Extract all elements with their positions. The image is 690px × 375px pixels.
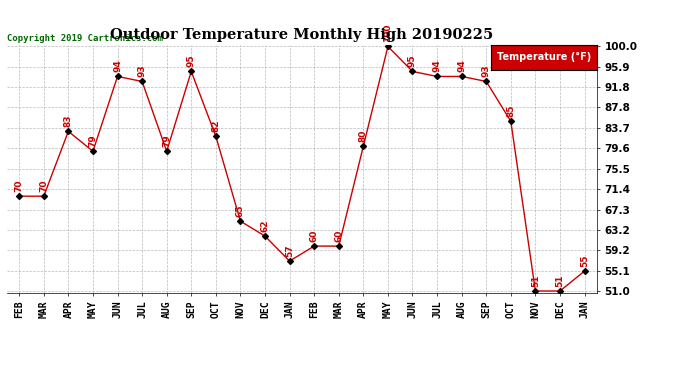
Text: 93: 93 (137, 64, 146, 77)
Text: 94: 94 (457, 60, 466, 72)
Text: 79: 79 (88, 134, 97, 147)
Text: 83: 83 (64, 115, 73, 127)
Text: 85: 85 (506, 105, 515, 117)
Text: Copyright 2019 Cartronics.com: Copyright 2019 Cartronics.com (7, 33, 163, 42)
Text: 93: 93 (482, 64, 491, 77)
Text: 62: 62 (261, 219, 270, 232)
Text: 51: 51 (531, 274, 540, 287)
Text: 70: 70 (14, 180, 23, 192)
Title: Outdoor Temperature Monthly High 20190225: Outdoor Temperature Monthly High 2019022… (110, 28, 493, 42)
Text: 51: 51 (555, 274, 564, 287)
Text: 95: 95 (408, 55, 417, 67)
Text: 82: 82 (211, 120, 220, 132)
Text: 94: 94 (113, 60, 122, 72)
Text: 80: 80 (359, 130, 368, 142)
Text: 95: 95 (187, 55, 196, 67)
Text: 60: 60 (310, 230, 319, 242)
Text: 100: 100 (384, 24, 393, 42)
Text: 65: 65 (236, 204, 245, 217)
Text: 94: 94 (433, 60, 442, 72)
Text: 57: 57 (285, 244, 294, 257)
Text: 79: 79 (162, 134, 171, 147)
Text: 70: 70 (39, 180, 48, 192)
Text: 55: 55 (580, 254, 589, 267)
Text: 60: 60 (334, 230, 343, 242)
